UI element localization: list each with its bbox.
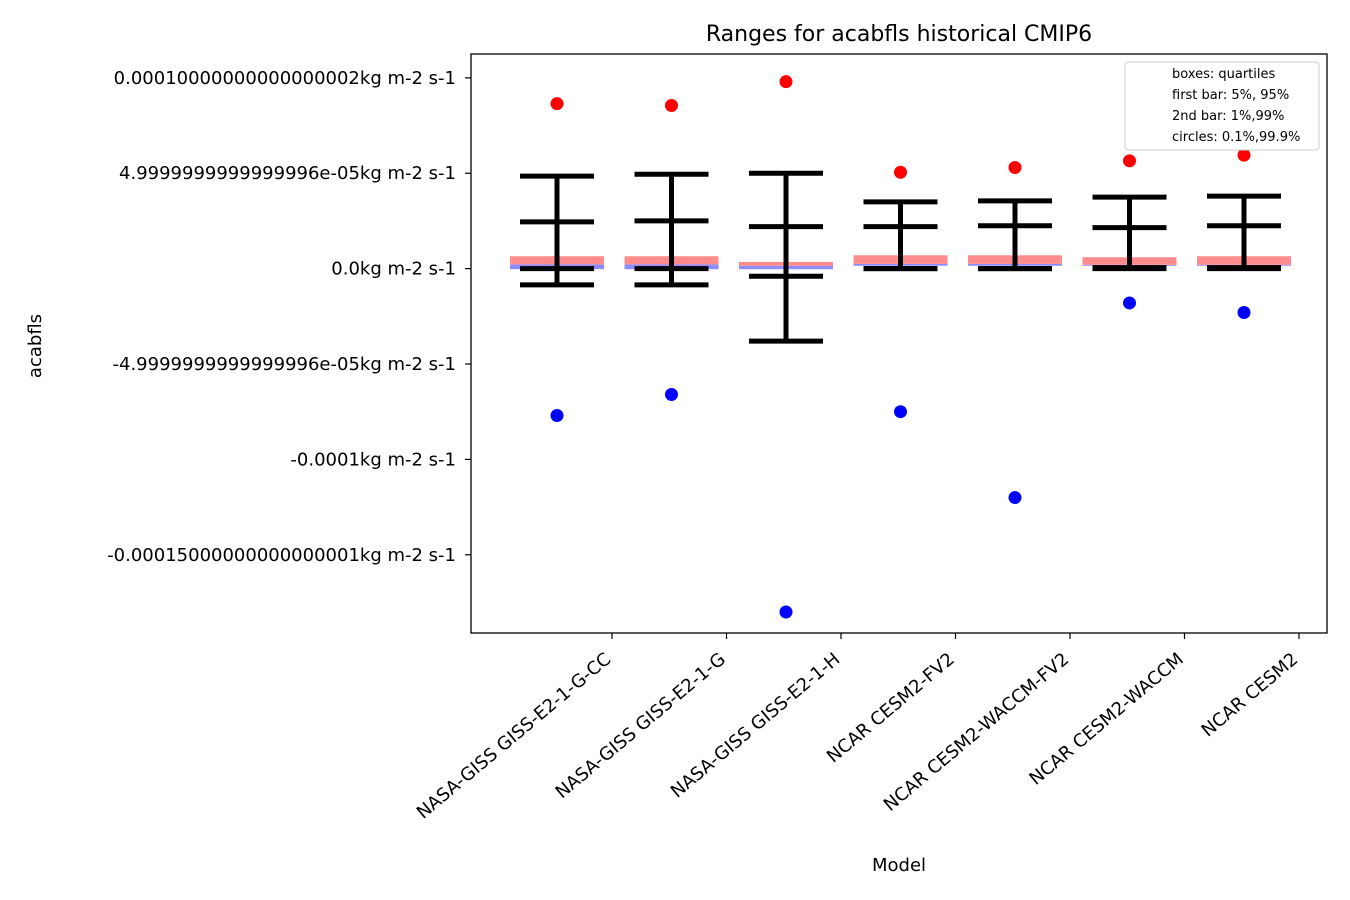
y-axis-label: acabfls xyxy=(25,314,46,378)
legend: boxes: quartiles first bar: 5%, 95% 2nd ba… xyxy=(1124,61,1320,151)
box-group-4 xyxy=(853,165,948,419)
legend-frame xyxy=(1124,61,1320,151)
circle-99-9 xyxy=(1237,148,1251,162)
y-tick-label: -4.9999999999999996e-05kg m-2 s-1 xyxy=(113,354,456,375)
circle-0-1 xyxy=(779,605,793,619)
x-tick-label: NCAR CESM2-WACCM-FV2 xyxy=(880,649,1073,816)
box-group-1 xyxy=(510,97,604,423)
y-axis: 0.00010000000000000002kg m-2 s-1 4.999999… xyxy=(107,68,471,566)
legend-entry: 2nd bar: 1%,99% xyxy=(1172,109,1284,124)
circle-0-1 xyxy=(894,405,907,419)
legend-entry: first bar: 5%, 95% xyxy=(1172,88,1289,103)
circle-99-9 xyxy=(894,165,907,179)
legend-entry: circles: 0.1%,99.9% xyxy=(1172,130,1300,145)
y-tick-label: -0.00015000000000000001kg m-2 s-1 xyxy=(107,545,456,566)
box-group-6 xyxy=(1082,154,1177,310)
circle-0-1 xyxy=(665,388,678,402)
box-group-2 xyxy=(624,99,719,402)
circle-99-9 xyxy=(1123,154,1136,168)
circle-99-9 xyxy=(779,75,793,89)
circle-0-1 xyxy=(1123,296,1136,310)
y-tick-label: 0.0kg m-2 s-1 xyxy=(331,259,456,280)
y-tick-label: 0.00010000000000000002kg m-2 s-1 xyxy=(114,68,456,89)
y-tick-label: 4.9999999999999996e-05kg m-2 s-1 xyxy=(119,163,456,184)
circle-99-9 xyxy=(1008,161,1022,175)
x-tick-label: NCAR CESM2 xyxy=(1198,649,1303,742)
circle-99-9 xyxy=(550,97,564,111)
legend-entry: boxes: quartiles xyxy=(1172,67,1276,82)
chart-title: Ranges for acabfls historical CMIP6 xyxy=(706,22,1092,47)
circle-0-1 xyxy=(1237,305,1251,319)
box-group-5 xyxy=(968,161,1062,505)
x-axis-label: Model xyxy=(872,855,926,876)
x-tick-label: NASA-GISS GISS-E2-1-G-CC xyxy=(413,649,615,824)
y-tick-label: -0.0001kg m-2 s-1 xyxy=(290,449,456,470)
circle-0-1 xyxy=(550,409,564,423)
box-group-7 xyxy=(1197,148,1291,319)
box-group-3 xyxy=(739,75,833,619)
plot-frame xyxy=(470,53,1328,634)
circle-0-1 xyxy=(1008,491,1022,505)
circle-99-9 xyxy=(665,99,678,113)
plot-area xyxy=(510,75,1291,619)
